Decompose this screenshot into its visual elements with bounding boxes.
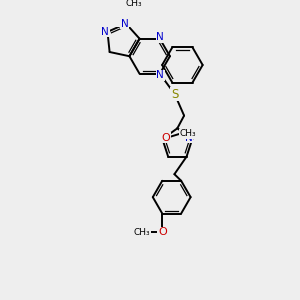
Text: N: N: [157, 70, 164, 80]
Text: N: N: [121, 19, 128, 28]
Text: CH₃: CH₃: [179, 129, 196, 138]
Text: N: N: [185, 133, 193, 143]
Text: CH₃: CH₃: [134, 228, 150, 237]
Text: S: S: [171, 88, 178, 100]
Text: CH₃: CH₃: [126, 0, 142, 8]
Text: N: N: [157, 32, 164, 42]
Text: O: O: [161, 133, 170, 143]
Text: O: O: [158, 227, 167, 237]
Text: N: N: [101, 27, 109, 37]
